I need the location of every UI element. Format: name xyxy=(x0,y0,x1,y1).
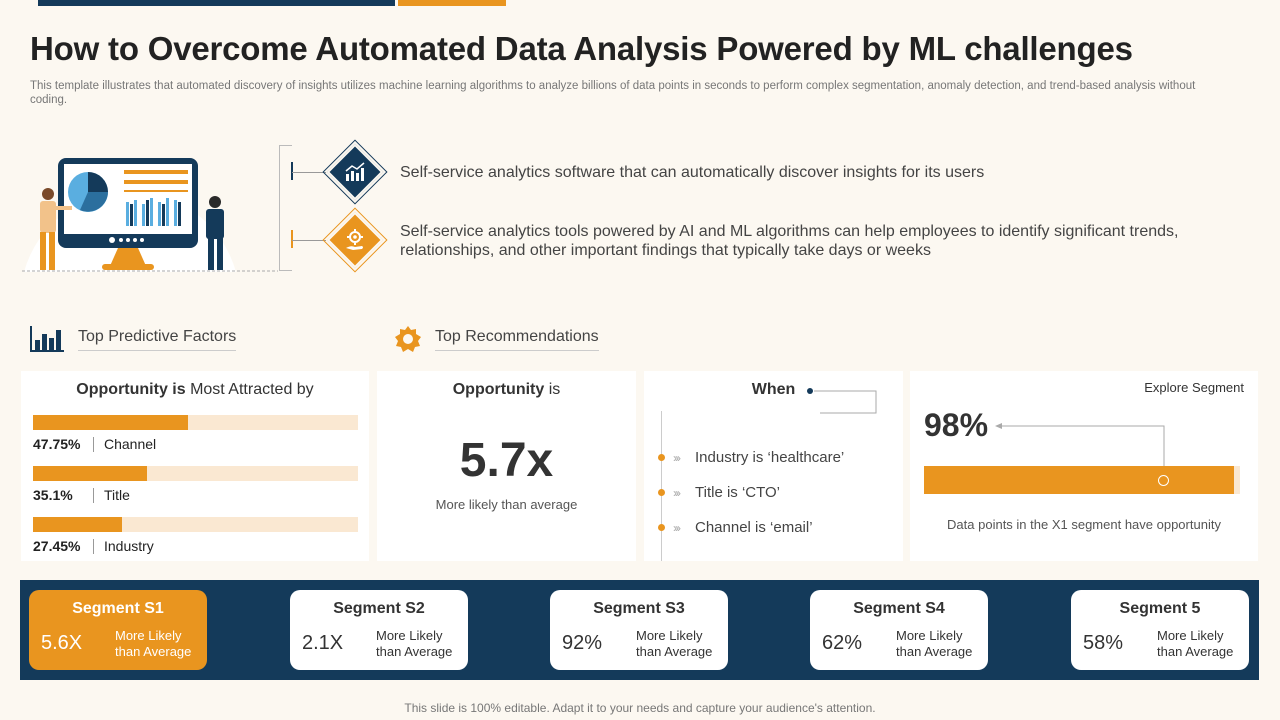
when-item: ››› Channel is ‘email’ xyxy=(658,519,813,536)
segment-pointer xyxy=(995,423,1165,479)
segment-card-s4[interactable]: Segment S4 62% More Likely than Average xyxy=(810,590,988,670)
connector-tick-orange xyxy=(291,230,293,248)
factor-item: 35.1% Title xyxy=(33,466,358,503)
factor-name: Industry xyxy=(104,538,154,554)
opportunity-card: Opportunity is 5.7x More likely than ave… xyxy=(377,371,636,561)
analytics-chart-icon xyxy=(345,162,365,181)
factor-bar xyxy=(33,517,358,532)
segment-bar xyxy=(924,466,1240,494)
opportunity-value: 5.7x xyxy=(459,434,554,487)
segment-card-5[interactable]: Segment 5 58% More Likely than Average xyxy=(1071,590,1249,670)
page-title: How to Overcome Automated Data Analysis … xyxy=(30,30,1133,67)
factor-item: 47.75% Channel xyxy=(33,415,358,452)
segment-bar-fill xyxy=(924,466,1234,494)
factor-percent: 35.1% xyxy=(33,487,73,503)
segment-card-s2[interactable]: Segment S2 2.1X More Likely than Average xyxy=(290,590,468,670)
page-subtitle: This template illustrates that automated… xyxy=(30,80,1196,106)
explore-segment-card: Explore Segment 98% Data points in the X… xyxy=(910,371,1258,561)
segments-banner: Segment S1 5.6X More Likely than Average … xyxy=(20,580,1259,680)
when-card-heading: When xyxy=(751,381,796,398)
when-connector xyxy=(807,388,877,414)
when-card: When ››› Industry is ‘healthcare’ ››› Titl… xyxy=(644,371,903,561)
factors-card-heading: Opportunity is Most Attracted by xyxy=(76,381,314,398)
top-accent-navy xyxy=(38,0,395,6)
benefit-row-2 xyxy=(292,207,388,273)
factor-name: Channel xyxy=(104,436,157,452)
benefit-text-2: Self-service analytics tools powered by … xyxy=(400,223,1179,259)
when-item: ››› Title is ‘CTO’ xyxy=(658,484,780,501)
section-header-factors: Top Predictive Factors xyxy=(30,326,237,352)
connector-tick-navy xyxy=(291,162,293,180)
opportunity-card-heading: Opportunity is xyxy=(452,381,561,398)
factors-card: Opportunity is Most Attracted by 47.75% … xyxy=(21,371,369,561)
badge-icon xyxy=(395,326,421,352)
segment-marker xyxy=(1158,475,1169,486)
section-label-factors: Top Predictive Factors xyxy=(78,328,237,351)
benefit-line xyxy=(292,239,326,241)
benefit-text-1: Self-service analytics software that can… xyxy=(400,164,985,181)
segment-caption: Data points in the X1 segment have oppor… xyxy=(947,517,1221,532)
factor-item: 27.45% Industry xyxy=(33,517,358,554)
footer-note: This slide is 100% editable. Adapt it to… xyxy=(404,701,876,715)
segment-card-s3[interactable]: Segment S3 92% More Likely than Average xyxy=(550,590,728,670)
explore-segment-label: Explore Segment xyxy=(1144,380,1244,395)
segment-percent: 98% xyxy=(924,407,989,443)
factor-bar xyxy=(33,415,358,430)
factor-percent: 47.75% xyxy=(33,436,81,452)
benefit-row-1 xyxy=(292,139,388,205)
analytics-illustration xyxy=(20,128,280,276)
bar-chart-icon xyxy=(30,326,64,352)
factor-name: Title xyxy=(104,487,130,503)
section-label-recommendations: Top Recommendations xyxy=(435,328,599,351)
section-header-recommendations: Top Recommendations xyxy=(395,326,599,352)
benefit-line xyxy=(292,171,326,173)
benefits-connector xyxy=(279,145,292,271)
opportunity-caption: More likely than average xyxy=(435,497,578,512)
factor-percent: 27.45% xyxy=(33,538,81,554)
top-accent-orange xyxy=(398,0,506,6)
segment-card-s1[interactable]: Segment S1 5.6X More Likely than Average xyxy=(29,590,207,670)
benefit-diamond xyxy=(322,207,388,273)
gear-hand-icon xyxy=(346,229,363,250)
factor-bar xyxy=(33,466,358,481)
when-item: ››› Industry is ‘healthcare’ xyxy=(658,449,844,466)
benefit-diamond xyxy=(322,139,388,205)
